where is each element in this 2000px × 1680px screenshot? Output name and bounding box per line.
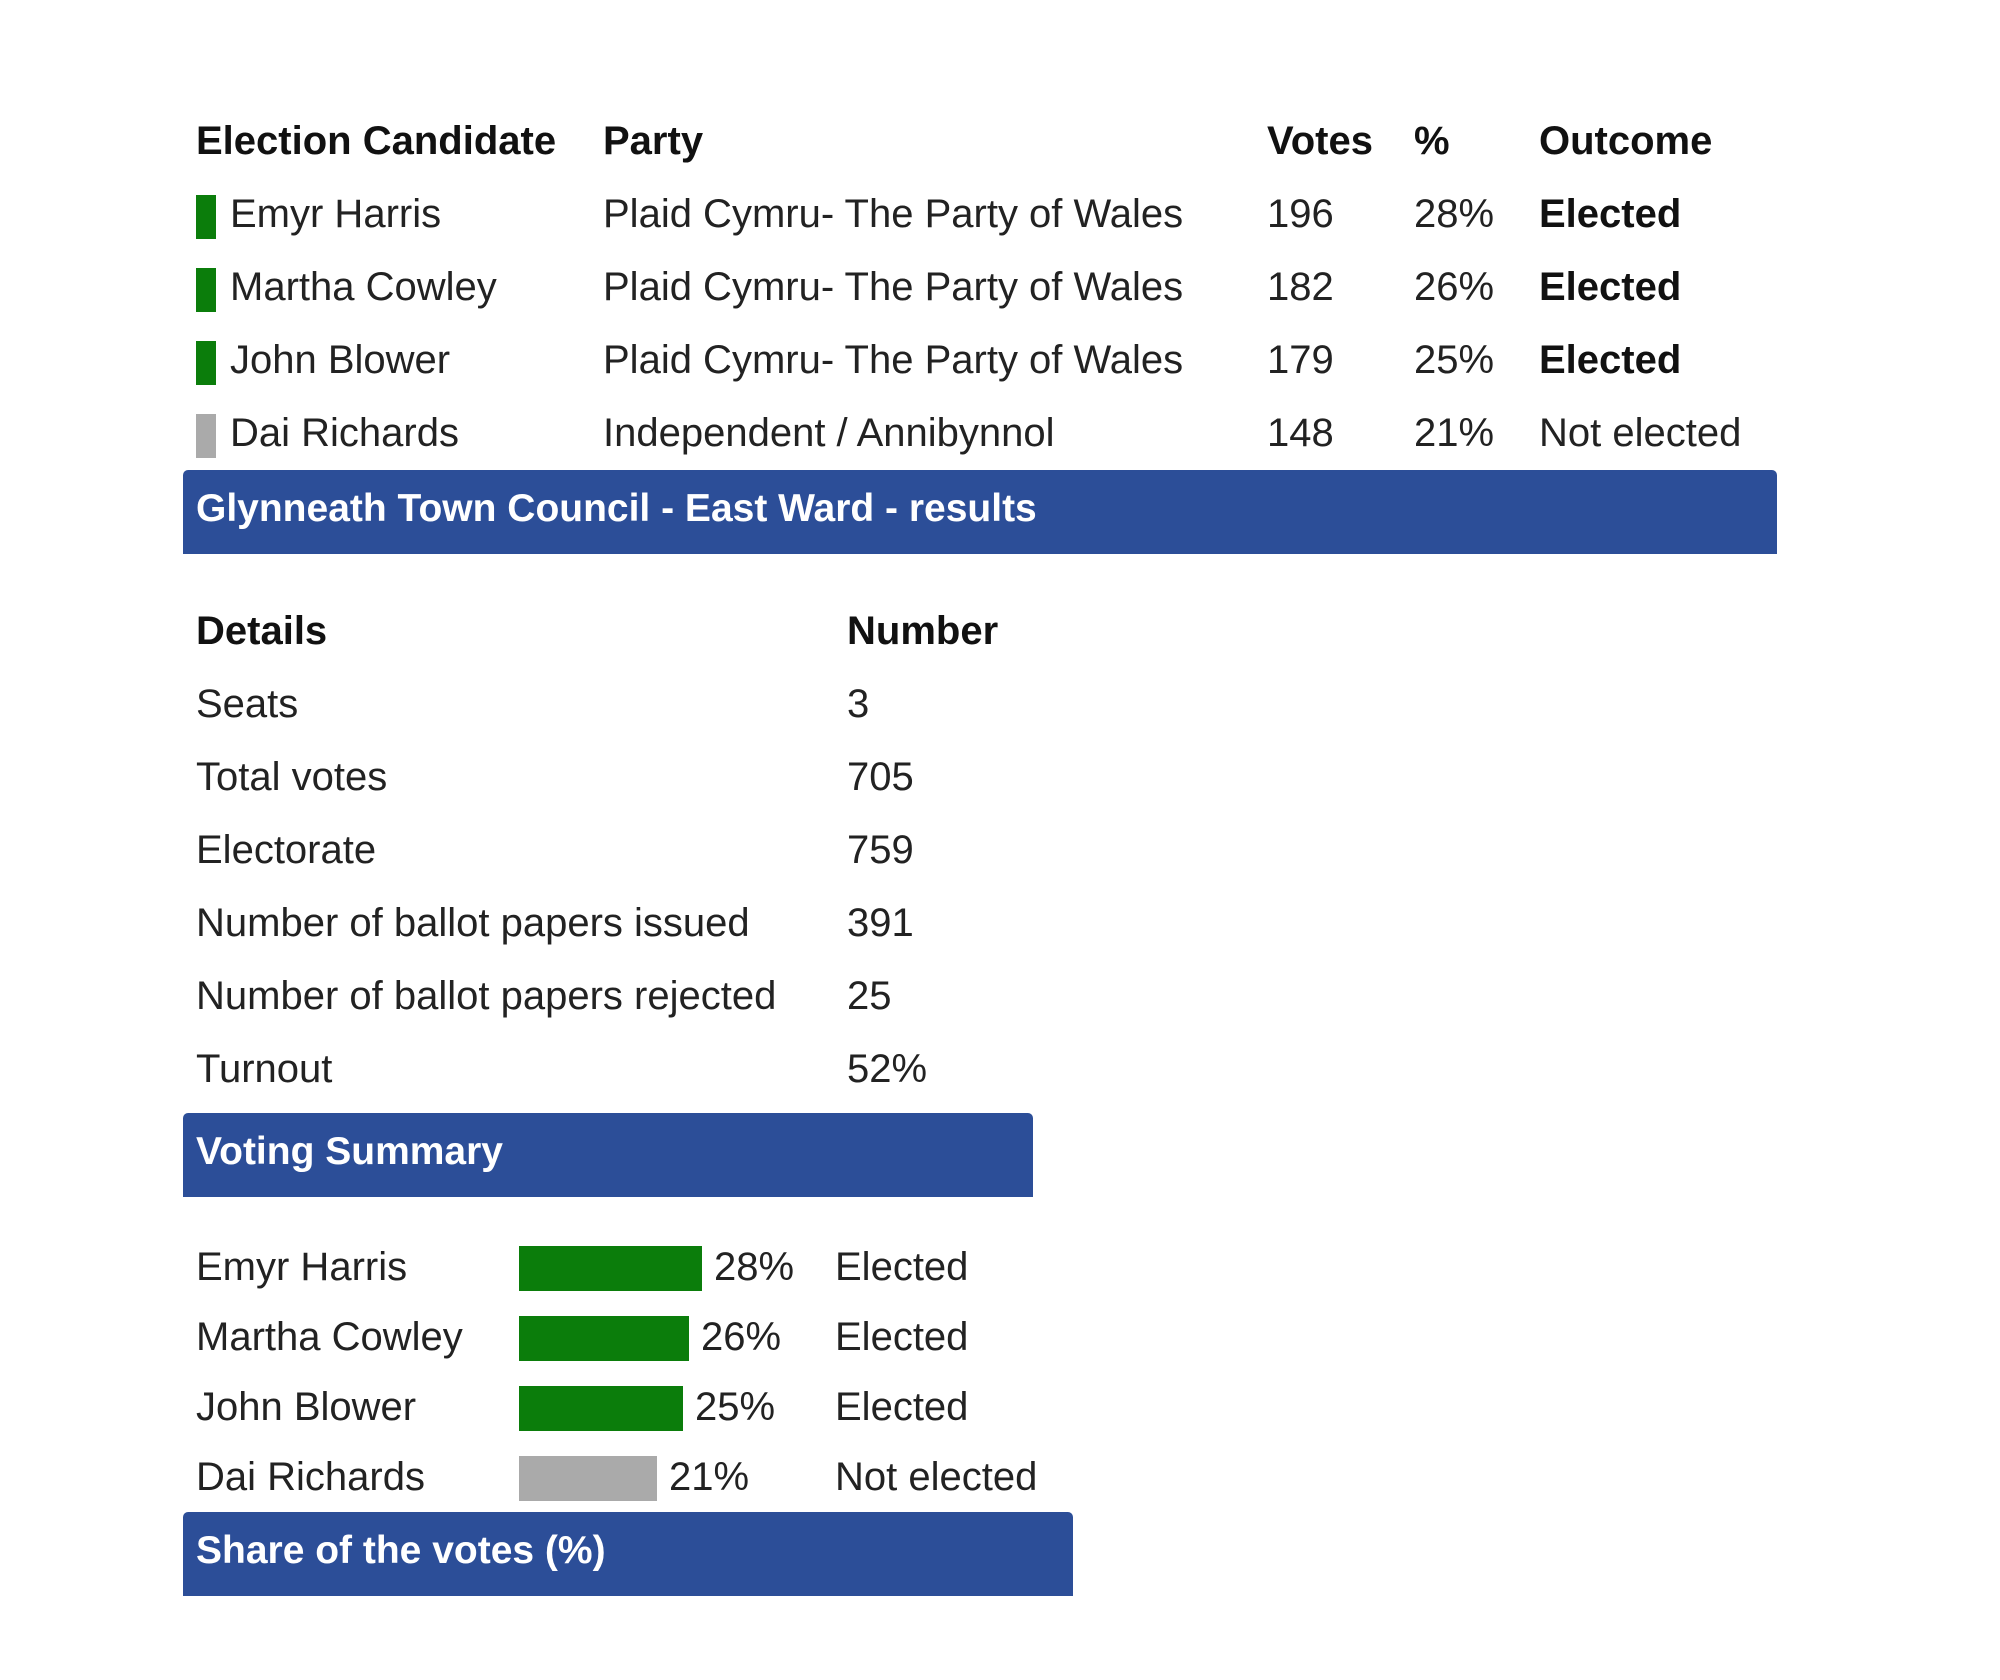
table-row: Turnout 52%: [183, 1033, 1033, 1106]
detail-label: Turnout: [196, 1047, 333, 1091]
party-color-swatch: [196, 414, 216, 458]
chart-value-label: 26%: [701, 1315, 782, 1359]
candidate-party: Plaid Cymru- The Party of Wales: [603, 338, 1184, 382]
candidate-outcome: Elected: [1539, 192, 1682, 236]
candidate-outcome: Elected: [1539, 338, 1682, 382]
detail-label: Electorate: [196, 828, 377, 872]
detail-label: Number of ballot papers issued: [196, 901, 750, 945]
chart-row: Emyr Harris 28% Elected: [183, 1232, 1073, 1302]
candidate-party: Plaid Cymru- The Party of Wales: [603, 265, 1184, 309]
chart-bar: [519, 1386, 683, 1431]
voting-summary-caption: Voting Summary: [183, 1113, 1033, 1197]
details-table: Details Number Seats 3 Total votes 705 E…: [183, 595, 1033, 1106]
candidate-name: John Blower: [230, 338, 451, 382]
chart-category-label: Dai Richards: [196, 1455, 425, 1499]
chart-outcome-label: Elected: [835, 1385, 969, 1429]
candidate-party: Independent / Annibynnol: [603, 411, 1055, 455]
chart-bar: [519, 1316, 689, 1361]
chart-row: Martha Cowley 26% Elected: [183, 1302, 1073, 1372]
table-row: Electorate 759: [183, 814, 1033, 887]
table-row: Martha Cowley Plaid Cymru- The Party of …: [183, 251, 1777, 324]
table-row: Number of ballot papers rejected 25: [183, 960, 1033, 1033]
candidate-outcome: Not elected: [1539, 411, 1742, 455]
chart-row: John Blower 25% Elected: [183, 1372, 1073, 1442]
detail-label: Seats: [196, 682, 299, 726]
chart-outcome-label: Elected: [835, 1315, 969, 1359]
detail-label: Total votes: [196, 755, 388, 799]
candidate-outcome: Elected: [1539, 265, 1682, 309]
detail-value: 52%: [847, 1047, 928, 1091]
table-row: Emyr Harris Plaid Cymru- The Party of Wa…: [183, 178, 1777, 251]
candidate-name: Emyr Harris: [230, 192, 442, 236]
chart-category-label: John Blower: [196, 1385, 417, 1429]
chart-outcome-label: Elected: [835, 1245, 969, 1289]
detail-label: Number of ballot papers rejected: [196, 974, 777, 1018]
candidate-party: Plaid Cymru- The Party of Wales: [603, 192, 1184, 236]
party-color-swatch: [196, 341, 216, 385]
table-row: Dai Richards Independent / Annibynnol 14…: [183, 397, 1777, 470]
chart-value-label: 25%: [695, 1385, 776, 1429]
detail-value: 391: [847, 901, 914, 945]
candidate-name: Martha Cowley: [230, 265, 497, 309]
header-votes: Votes: [1267, 119, 1373, 163]
header-candidate: Election Candidate: [196, 119, 557, 163]
chart-value-label: 28%: [714, 1245, 795, 1289]
detail-value: 759: [847, 828, 914, 872]
share-chart: Emyr Harris 28% Elected Martha Cowley 26…: [183, 1232, 1073, 1512]
results-caption: Glynneath Town Council - East Ward - res…: [183, 470, 1777, 554]
candidate-percent: 21%: [1414, 411, 1495, 455]
chart-row: Dai Richards 21% Not elected: [183, 1442, 1073, 1512]
chart-category-label: Martha Cowley: [196, 1315, 463, 1359]
chart-value-label: 21%: [669, 1455, 750, 1499]
details-header-row: Details Number: [183, 595, 1033, 668]
candidate-votes: 196: [1267, 192, 1334, 236]
detail-value: 3: [847, 682, 870, 726]
table-row: Seats 3: [183, 668, 1033, 741]
results-table: Election Candidate Party Votes % Outcome…: [183, 105, 1777, 470]
detail-value: 705: [847, 755, 914, 799]
chart-outcome-label: Not elected: [835, 1455, 1038, 1499]
chart-bar: [519, 1456, 657, 1501]
header-percent: %: [1414, 119, 1450, 163]
chart-bar: [519, 1246, 702, 1291]
header-details: Details: [196, 609, 328, 653]
candidate-votes: 179: [1267, 338, 1334, 382]
candidate-percent: 25%: [1414, 338, 1495, 382]
header-outcome: Outcome: [1539, 119, 1713, 163]
table-row: John Blower Plaid Cymru- The Party of Wa…: [183, 324, 1777, 397]
table-row: Number of ballot papers issued 391: [183, 887, 1033, 960]
detail-value: 25: [847, 974, 892, 1018]
candidate-votes: 182: [1267, 265, 1334, 309]
share-caption: Share of the votes (%): [183, 1512, 1073, 1596]
chart-category-label: Emyr Harris: [196, 1245, 408, 1289]
header-party: Party: [603, 119, 704, 163]
party-color-swatch: [196, 195, 216, 239]
results-header-row: Election Candidate Party Votes % Outcome: [183, 105, 1777, 178]
candidate-name: Dai Richards: [230, 411, 459, 455]
header-number: Number: [847, 609, 999, 653]
candidate-percent: 26%: [1414, 265, 1495, 309]
candidate-votes: 148: [1267, 411, 1334, 455]
table-row: Total votes 705: [183, 741, 1033, 814]
party-color-swatch: [196, 268, 216, 312]
candidate-percent: 28%: [1414, 192, 1495, 236]
